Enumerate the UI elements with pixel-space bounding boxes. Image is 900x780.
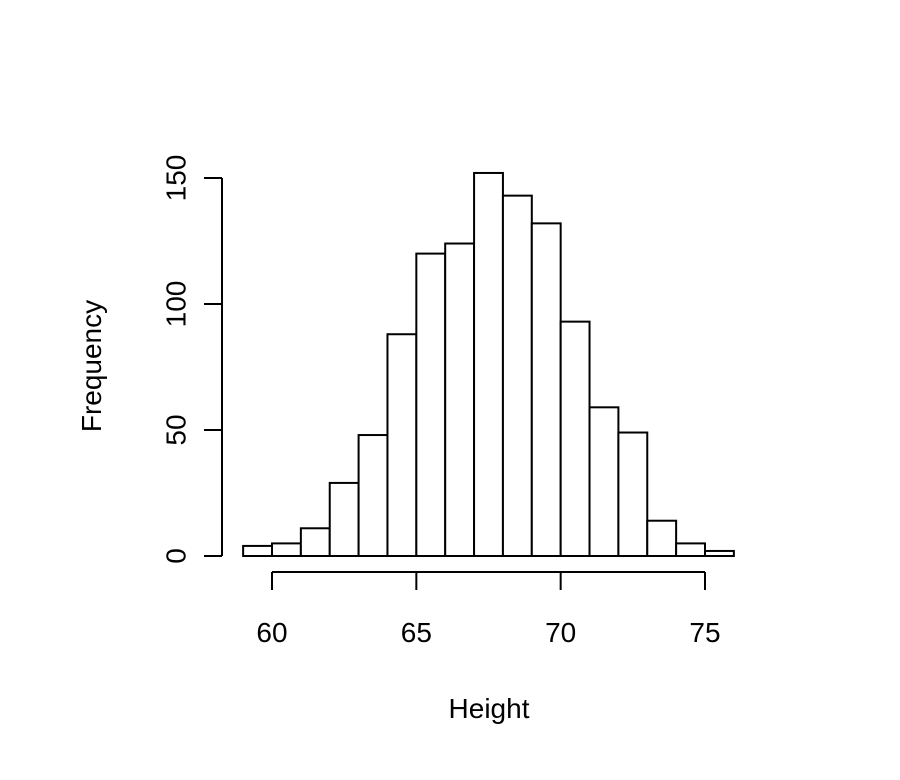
histogram-bar-2 bbox=[299, 527, 331, 558]
histogram-bar-16 bbox=[704, 549, 735, 558]
histogram-bar-8 bbox=[473, 171, 504, 558]
histogram-bar-13 bbox=[617, 431, 649, 557]
y-axis: 0 50 100 150 bbox=[161, 155, 223, 564]
y-tick-label-0: 0 bbox=[161, 548, 192, 564]
histogram-bar-11 bbox=[559, 320, 591, 558]
y-tick-label-50: 50 bbox=[161, 414, 192, 445]
y-tick-label-150: 150 bbox=[161, 155, 192, 202]
histogram-bars bbox=[242, 171, 735, 558]
x-axis: 60 65 70 75 bbox=[256, 571, 721, 648]
x-tick-label-60: 60 bbox=[256, 617, 287, 648]
histogram-bar-5 bbox=[386, 333, 418, 557]
histogram-bar-10 bbox=[530, 222, 562, 558]
x-tick-label-65: 65 bbox=[401, 617, 432, 648]
x-axis-title: Height bbox=[449, 693, 530, 724]
y-tick-label-100: 100 bbox=[161, 281, 192, 328]
histogram-bar-3 bbox=[328, 481, 360, 558]
histogram-bar-1 bbox=[271, 542, 302, 558]
histogram-bar-14 bbox=[646, 519, 678, 557]
histogram-bar-12 bbox=[588, 406, 620, 557]
histogram-bar-9 bbox=[501, 194, 533, 557]
histogram-bar-6 bbox=[415, 252, 447, 557]
x-tick-label-70: 70 bbox=[545, 617, 576, 648]
y-axis-title: Frequency bbox=[76, 300, 107, 432]
histogram-bar-4 bbox=[357, 434, 389, 558]
histogram-bar-7 bbox=[444, 242, 476, 558]
histogram-bar-15 bbox=[675, 542, 707, 558]
histogram-bar-0 bbox=[242, 544, 273, 557]
x-tick-label-75: 75 bbox=[689, 617, 720, 648]
